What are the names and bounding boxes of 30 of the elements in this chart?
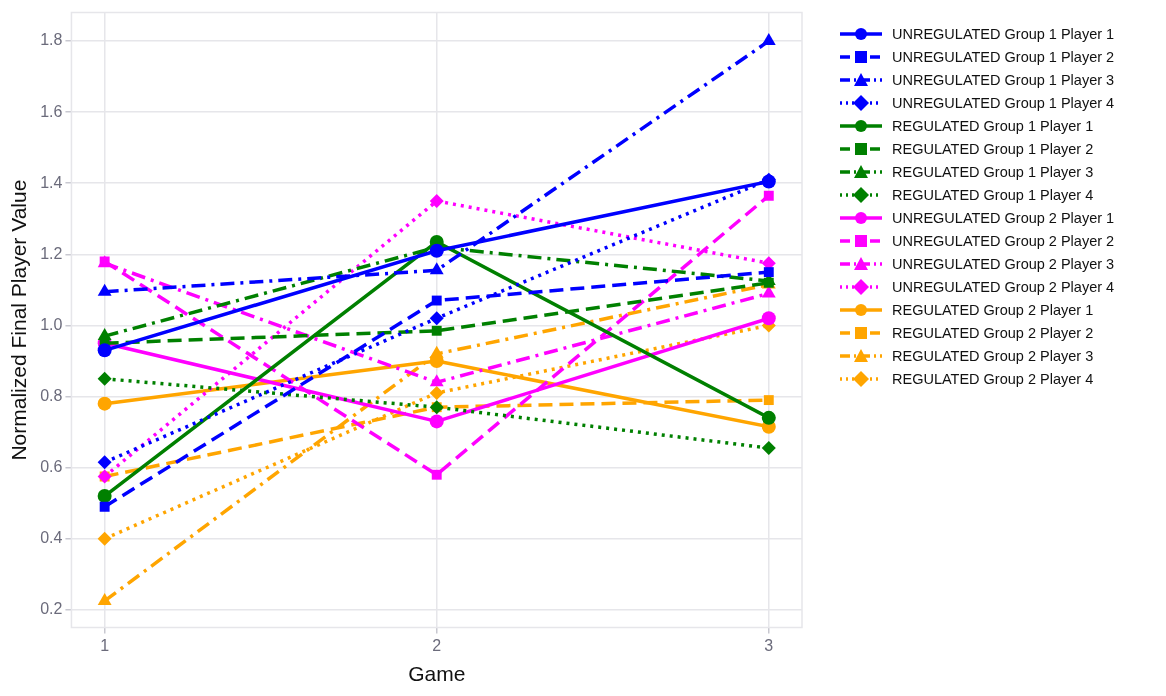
legend-label: UNREGULATED Group 2 Player 4 (892, 278, 1115, 295)
x-axis-title: Game (408, 662, 466, 686)
legend-label: REGULATED Group 1 Player 2 (892, 140, 1094, 157)
y-tick-label: 0.4 (40, 529, 63, 547)
y-tick-label: 1.8 (40, 31, 63, 49)
legend-label: REGULATED Group 2 Player 1 (892, 301, 1094, 318)
y-tick-label: 0.8 (40, 386, 63, 404)
legend-label: REGULATED Group 1 Player 1 (892, 117, 1094, 134)
legend-label: UNREGULATED Group 1 Player 4 (892, 94, 1115, 111)
y-tick-label: 1.6 (40, 102, 63, 120)
legend-label: UNREGULATED Group 2 Player 2 (892, 232, 1115, 249)
y-tick-label: 0.2 (40, 600, 63, 618)
legend-label: REGULATED Group 2 Player 2 (892, 324, 1094, 341)
legend-label: UNREGULATED Group 1 Player 3 (892, 71, 1115, 88)
legend-label: UNREGULATED Group 1 Player 1 (892, 25, 1115, 42)
x-tick-label: 2 (432, 636, 442, 654)
legend-label: UNREGULATED Group 1 Player 2 (892, 48, 1115, 65)
y-tick-label: 1.2 (40, 244, 63, 262)
legend-label: REGULATED Group 1 Player 4 (892, 186, 1094, 203)
legend-label: UNREGULATED Group 2 Player 1 (892, 209, 1115, 226)
y-tick-label: 1.0 (40, 315, 63, 333)
x-tick-label: 3 (764, 636, 774, 654)
y-axis-title: Normalized Final Player Value (7, 179, 31, 461)
legend-label: UNREGULATED Group 2 Player 3 (892, 255, 1115, 272)
legend-label: REGULATED Group 1 Player 3 (892, 163, 1094, 180)
y-tick-label: 1.4 (40, 173, 63, 191)
legend-label: REGULATED Group 2 Player 3 (892, 347, 1094, 364)
x-tick-label: 1 (100, 636, 110, 654)
y-tick-label: 0.6 (40, 458, 63, 476)
legend-label: REGULATED Group 2 Player 4 (892, 370, 1094, 387)
